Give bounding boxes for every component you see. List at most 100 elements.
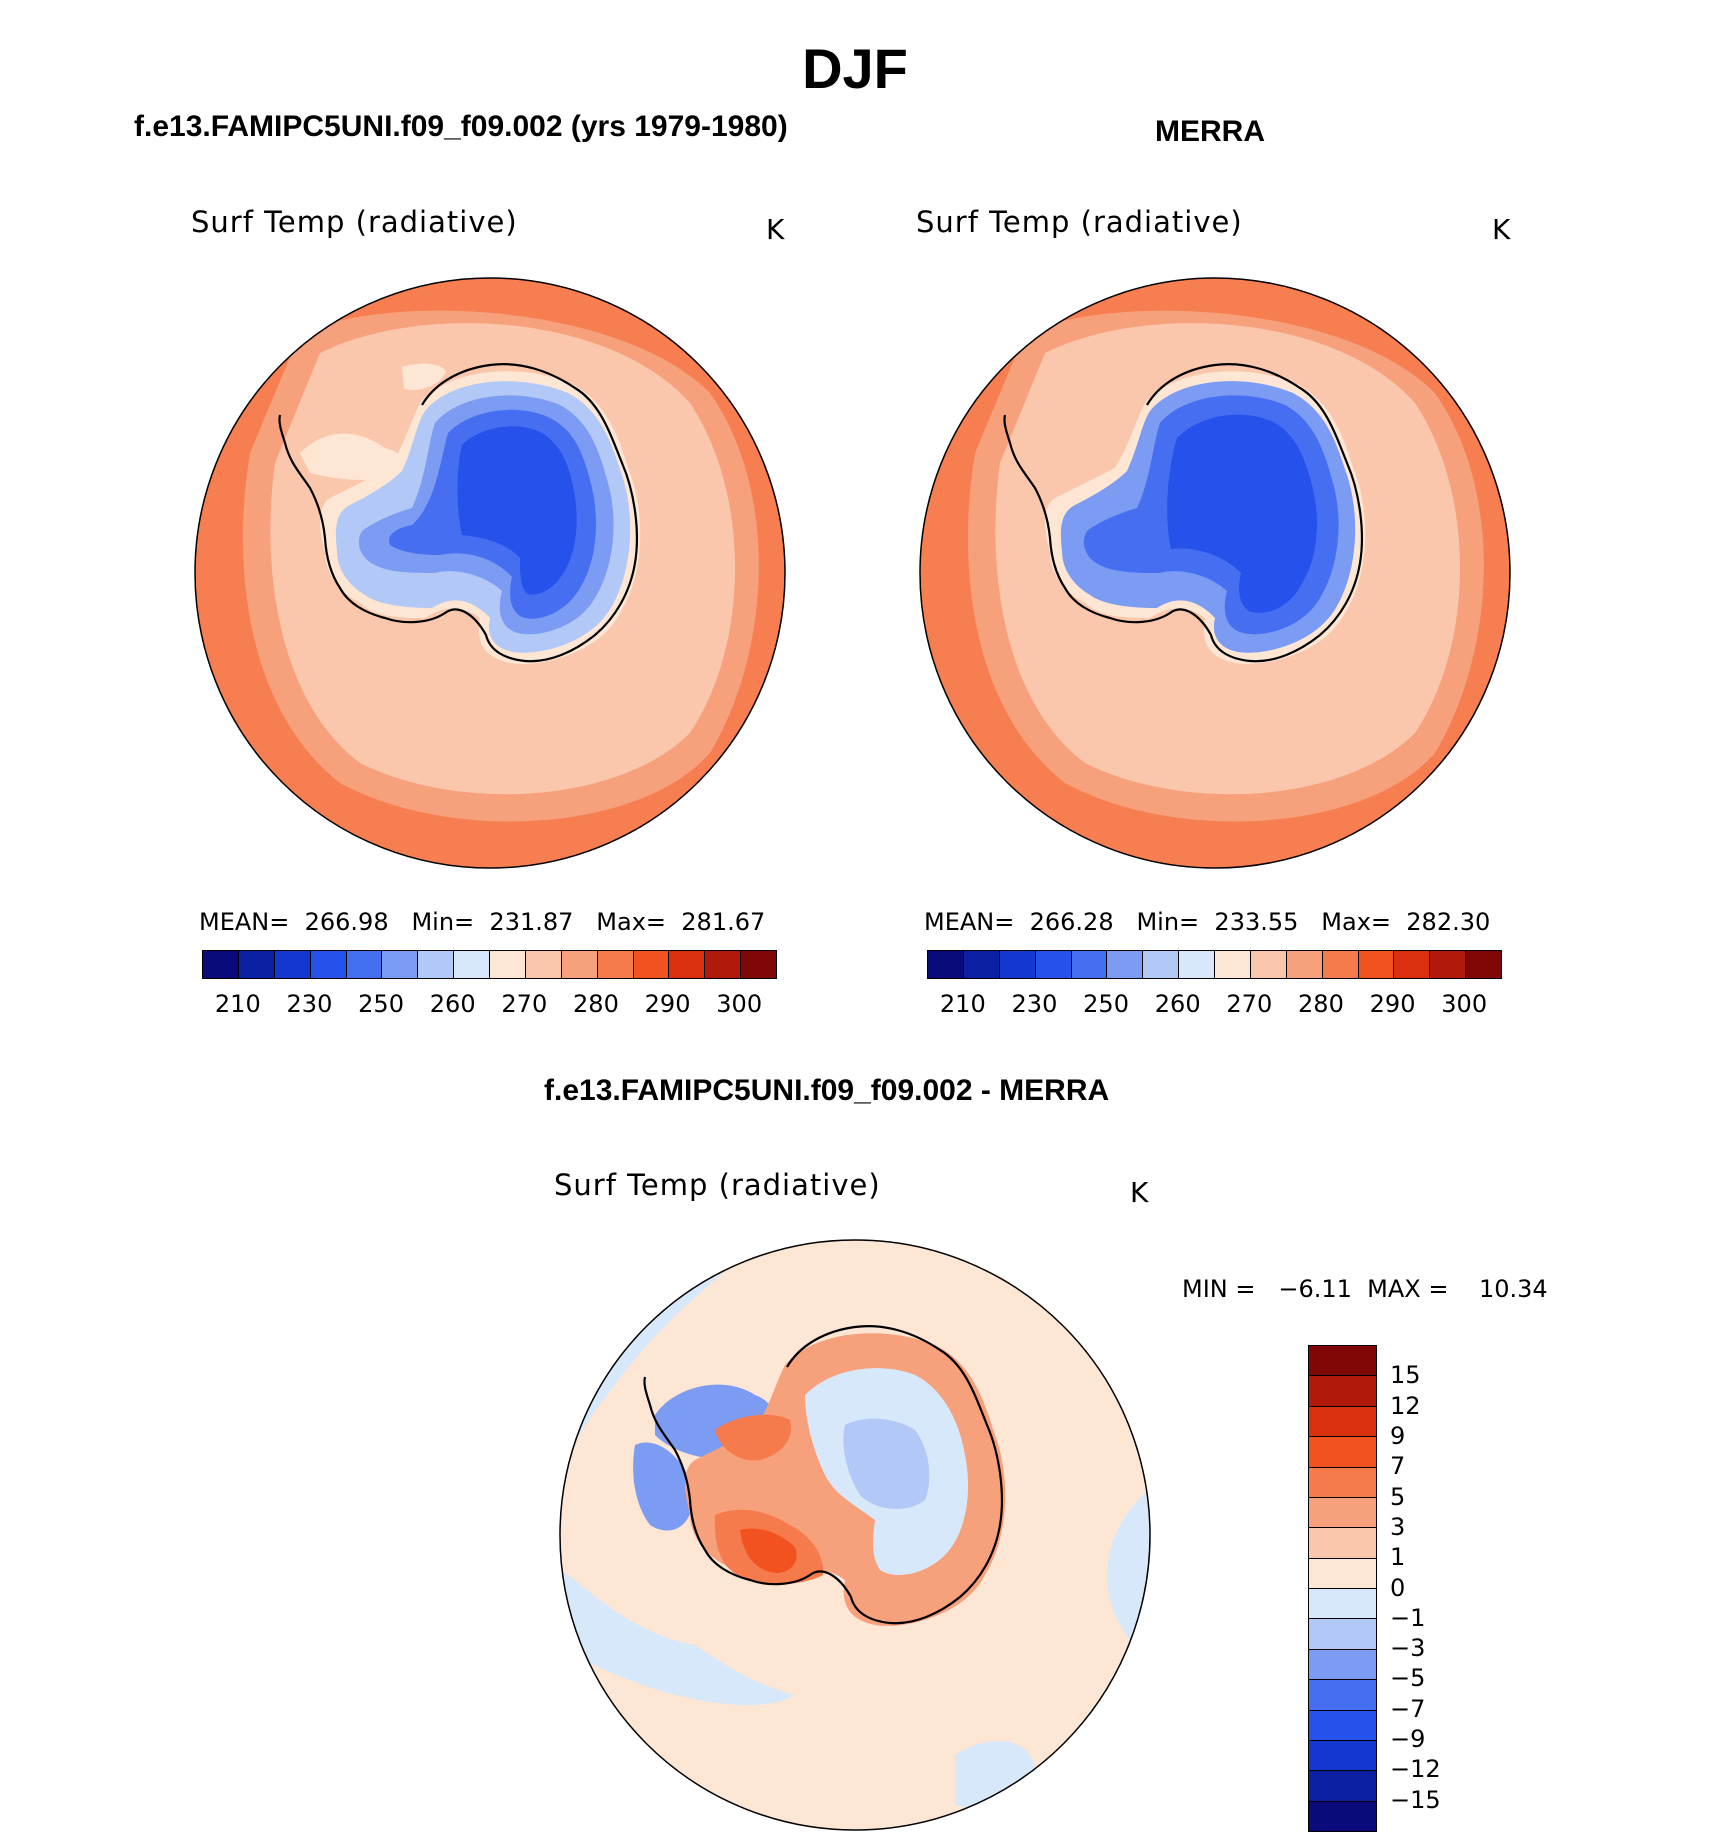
diff-west-cold (633, 1442, 695, 1531)
colorbar-box (1309, 1406, 1376, 1438)
diff-east-cooler (843, 1418, 930, 1510)
panel-1-ice-shelf (402, 363, 446, 390)
panel-1-coastline (278, 363, 638, 663)
panel-2-polar-map (919, 277, 1511, 869)
colorbar-box (490, 951, 526, 978)
panel-1-units: K (766, 213, 785, 246)
colorbar-tick-label: 210 (939, 990, 986, 1018)
colorbar-box (454, 951, 490, 978)
colorbar-tick-label: 9 (1390, 1421, 1406, 1450)
diff-ross-warmest (740, 1528, 797, 1573)
colorbar-box (1143, 951, 1180, 978)
colorbar-box (633, 951, 670, 978)
colorbar-tick-label: 250 (358, 990, 404, 1018)
panel-2-units: K (1492, 213, 1511, 246)
colorbar-box (705, 951, 742, 978)
colorbar-box (346, 951, 383, 978)
colorbar-box (1309, 1680, 1376, 1711)
panel-2-colorbar-ticks: 210 230 250 260 270 280 290 300 (927, 990, 1500, 1020)
panel-2-map-border (919, 277, 1511, 869)
colorbar-box (274, 951, 311, 978)
colorbar-tick-label: 290 (1369, 990, 1416, 1018)
diff-map-border (559, 1239, 1151, 1831)
colorbar-box (928, 951, 964, 978)
colorbar-tick-label: 290 (644, 990, 691, 1018)
colorbar-box (1394, 951, 1431, 978)
colorbar-box (1071, 951, 1108, 978)
diff-polar-map (559, 1239, 1151, 1831)
colorbar-box (1309, 1771, 1376, 1802)
colorbar-tick-label: 5 (1390, 1482, 1406, 1511)
panel-2-variable-title: Surf Temp (radiative) (916, 205, 1243, 239)
colorbar-tick-label: 210 (214, 990, 261, 1018)
colorbar-tick-label: 280 (1298, 990, 1344, 1018)
diff-min-max: MIN = −6.11 MAX = 10.34 (1182, 1275, 1548, 1303)
colorbar-tick-label: 15 (1390, 1361, 1421, 1390)
colorbar-tick-label: 270 (1226, 990, 1273, 1018)
diff-colorbar (1308, 1345, 1377, 1832)
panel-1-interior-cold (457, 426, 577, 595)
colorbar-box (963, 951, 1000, 978)
panel-2-interior-cold (1167, 414, 1317, 613)
figure-title: DJF (802, 37, 908, 100)
colorbar-box (1309, 1376, 1376, 1407)
colorbar-box (1215, 951, 1251, 978)
colorbar-box (1286, 951, 1323, 978)
colorbar-box (999, 951, 1036, 978)
colorbar-tick-label: 280 (573, 990, 619, 1018)
colorbar-tick-label: 230 (286, 990, 333, 1018)
colorbar-box (1322, 951, 1359, 978)
panel-1-case-title: f.e13.FAMIPC5UNI.f09_f09.002 (yrs 1979-1… (134, 110, 788, 143)
panel-1-sea-ice (300, 433, 402, 481)
colorbar-box (1035, 951, 1072, 978)
colorbar-tick-label: −5 (1390, 1664, 1426, 1693)
colorbar-box (525, 951, 562, 978)
diff-coastline (643, 1325, 1003, 1625)
colorbar-box (561, 951, 598, 978)
colorbar-box (1430, 951, 1467, 978)
panel-1-map-border (194, 277, 786, 869)
colorbar-box (238, 951, 275, 978)
colorbar-tick-label: −9 (1390, 1725, 1426, 1754)
colorbar-tick-label: 260 (429, 990, 476, 1018)
colorbar-tick-label: 1 (1390, 1543, 1406, 1572)
colorbar-tick-label: −7 (1390, 1694, 1426, 1723)
colorbar-tick-label: −1 (1390, 1603, 1426, 1632)
colorbar-box (1309, 1740, 1376, 1772)
panel-2-coastline (1003, 363, 1363, 663)
colorbar-box (1309, 1558, 1376, 1589)
colorbar-tick-label: 3 (1390, 1512, 1406, 1541)
diff-variable-title: Surf Temp (radiative) (554, 1168, 881, 1202)
diff-units: K (1130, 1176, 1149, 1209)
colorbar-box (597, 951, 634, 978)
panel-2-case-title: MERRA (1155, 115, 1265, 148)
colorbar-box (1309, 1801, 1376, 1831)
panel-1-polar-map (194, 277, 786, 869)
diff-case-title: f.e13.FAMIPC5UNI.f09_f09.002 - MERRA (544, 1074, 1110, 1107)
diff-cool-west (560, 1565, 795, 1705)
panel-2-colorbar (927, 950, 1502, 979)
colorbar-box (1309, 1346, 1376, 1377)
colorbar-box (1179, 951, 1215, 978)
colorbar-box (1309, 1710, 1376, 1741)
panel-1-colorbar-ticks: 210 230 250 260 270 280 290 300 (202, 990, 775, 1020)
colorbar-box (418, 951, 455, 978)
colorbar-box (1309, 1619, 1376, 1650)
panel-1-colorbar (202, 950, 777, 979)
colorbar-tick-label: −3 (1390, 1634, 1426, 1663)
colorbar-box (1358, 951, 1395, 978)
colorbar-box (669, 951, 706, 978)
colorbar-box (1309, 1497, 1376, 1529)
colorbar-box (1309, 1437, 1376, 1468)
colorbar-box (382, 951, 419, 978)
colorbar-box (310, 951, 347, 978)
colorbar-tick-label: −12 (1390, 1755, 1441, 1784)
colorbar-box (1466, 951, 1501, 978)
colorbar-tick-label: 300 (716, 990, 763, 1018)
colorbar-tick-label: 230 (1011, 990, 1058, 1018)
colorbar-tick-label: 260 (1154, 990, 1201, 1018)
colorbar-box (1309, 1649, 1376, 1681)
colorbar-box (1309, 1528, 1376, 1559)
colorbar-box (1250, 951, 1287, 978)
colorbar-tick-label: 7 (1390, 1452, 1406, 1481)
